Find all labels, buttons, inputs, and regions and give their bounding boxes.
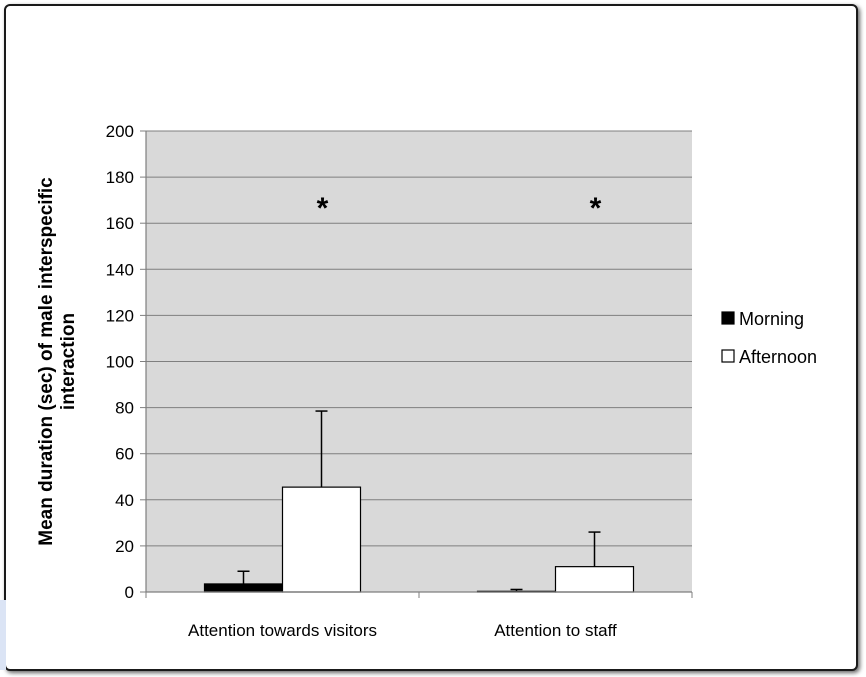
y-tick-label-180: 180 [106, 168, 134, 187]
bar-afternoon-0 [281, 486, 362, 593]
y-tick-label-100: 100 [106, 353, 134, 372]
y-tick-label-80: 80 [115, 399, 134, 418]
y-axis-title-line-1: Mean duration (sec) of male interspecifi… [36, 177, 57, 546]
y-tick-label-140: 140 [106, 260, 134, 279]
y-axis-title: Mean duration (sec) of male interspecifi… [36, 177, 79, 546]
y-tick-label-160: 160 [106, 214, 134, 233]
x-tick-labels: Attention towards visitors Attention to s… [188, 621, 617, 640]
legend-swatch-afternoon [721, 349, 735, 363]
y-tick-label-120: 120 [106, 306, 134, 325]
y-tick-label-0: 0 [125, 583, 134, 602]
bars [203, 486, 635, 593]
error-bars [237, 410, 601, 592]
significance-star-1: * [590, 192, 602, 225]
axes [140, 130, 693, 598]
legend-label-morning: Morning [739, 309, 804, 329]
y-tick-label-40: 40 [115, 491, 134, 510]
legend-swatch-morning [721, 311, 735, 325]
bar-afternoon-1 [554, 566, 635, 593]
x-tick-label-0: Attention towards visitors [188, 621, 377, 640]
grid-lines [146, 130, 692, 547]
bar-morning-0 [203, 583, 284, 593]
y-axis-title-line-2: interaction [58, 313, 79, 410]
legend-label-afternoon: Afternoon [739, 347, 817, 367]
y-tick-label-60: 60 [115, 445, 134, 464]
legend: Morning Afternoon [721, 309, 817, 367]
left-accent-strip [0, 600, 6, 670]
significance-annotations: * * [317, 192, 602, 225]
y-tick-label-200: 200 [106, 122, 134, 141]
significance-star-0: * [317, 192, 329, 225]
x-tick-label-1: Attention to staff [494, 621, 617, 640]
y-tick-labels: 0 20 40 60 80 100 120 140 160 180 200 [106, 122, 134, 602]
y-tick-label-20: 20 [115, 537, 134, 556]
